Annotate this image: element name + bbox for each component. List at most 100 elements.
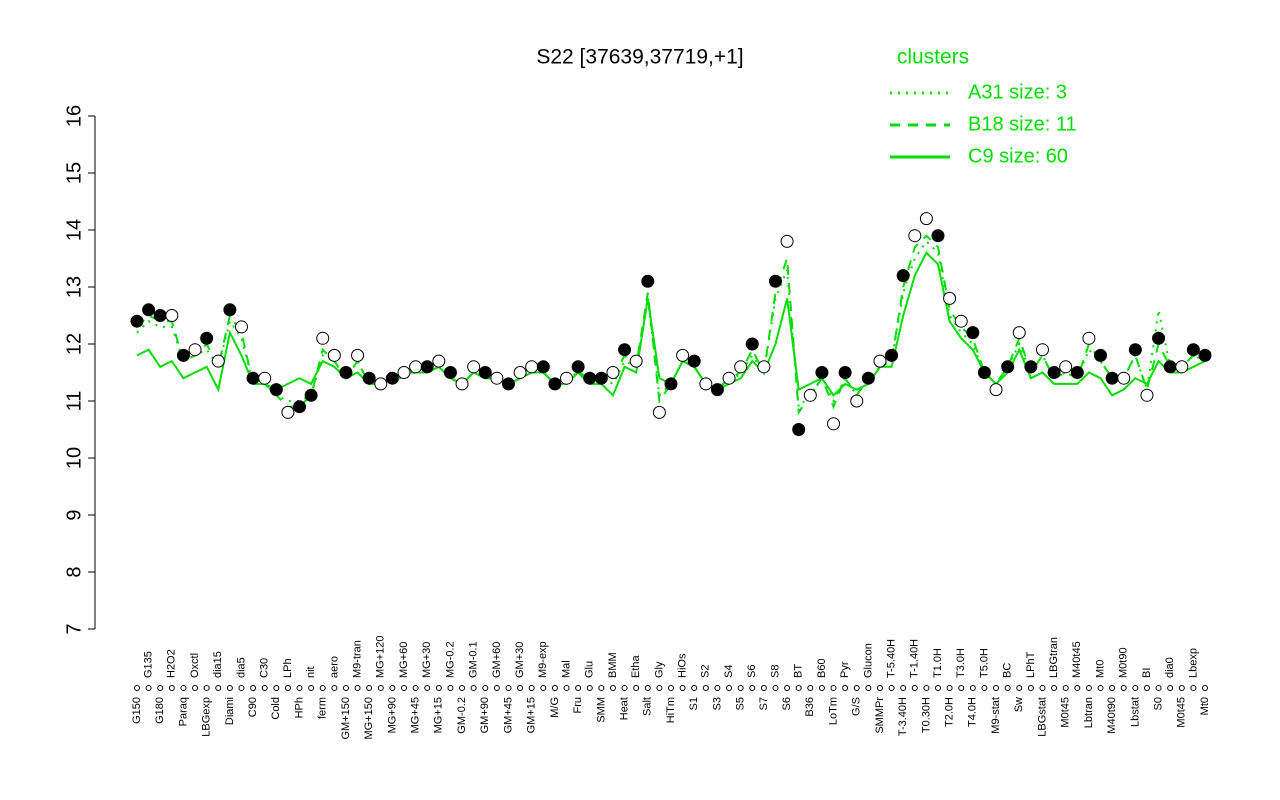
rug [911,685,918,691]
point [455,377,469,391]
point [1059,360,1073,374]
rug [760,685,767,691]
y-tick-label: 10 [63,447,85,469]
x-tick-label: G/S [851,697,863,716]
x-tick-label: MG+45 [410,697,422,733]
rug [958,685,965,691]
legend-label: A31 size: 3 [968,81,1067,103]
x-tick-label: Gly [653,661,665,678]
point [943,291,957,305]
x-tick-label: Salt [642,697,654,716]
rug [1097,685,1104,691]
rug [424,685,431,691]
rug [551,685,558,691]
point [397,366,411,379]
point [710,383,724,397]
rug [644,685,651,691]
legend-label: B18 size: 11 [968,113,1077,135]
x-tick-label: M0t45 [1060,697,1072,728]
rug [366,685,373,691]
rug [192,685,199,691]
point [931,229,945,243]
rug [1074,685,1081,691]
x-tick-label: S6 [781,697,793,710]
rug [412,685,419,691]
x-tick-label: M40t90 [1106,697,1118,734]
point [281,405,295,419]
point [142,303,156,317]
x-tick-label: SMMPr [874,697,886,734]
x-tick-label: Glucon [862,643,874,678]
rug [1085,685,1092,691]
x-tick-label: MG+15 [433,697,445,733]
x-tick-label: Mal [560,660,572,678]
x-tick-label: T-3.40H [897,697,909,736]
point [1070,366,1084,379]
x-tick-label: T0.30H [920,697,932,733]
x-tick-label: dia0 [1164,657,1176,678]
point [815,366,829,379]
point [316,331,330,345]
point [490,371,504,385]
rug [923,685,930,691]
rug [876,685,883,691]
point [385,371,399,385]
x-tick-label: Mt0 [1199,697,1211,715]
point [722,371,736,385]
rug [354,685,361,691]
point [478,366,492,379]
x-tick-label: GM+45 [502,697,514,733]
x-tick-label: GM+60 [491,642,503,678]
point [1047,366,1061,379]
point [908,229,922,243]
rug [1120,685,1127,691]
rug [435,685,442,691]
rug [807,685,814,691]
point [200,331,214,345]
x-tick-label: MG-0.2 [444,641,456,678]
x-tick-label: HiOs [677,653,689,678]
x-tick-label: GM+15 [526,697,538,733]
rug [180,685,187,691]
rug [888,685,895,691]
x-tick-label: M40t45 [1071,641,1083,678]
rug [1155,685,1162,691]
x-tick-label: M9-tran [351,640,363,678]
rug [459,685,466,691]
rug [679,685,686,691]
point [827,417,841,431]
legend-label: C9 size: 60 [968,145,1068,167]
rug [1109,685,1116,691]
point [803,388,817,402]
rug [981,685,988,691]
rug [784,685,791,691]
rug [1027,685,1034,691]
rug [1132,685,1139,691]
x-tick-label: G150 [131,697,143,724]
point [792,423,806,436]
rug [830,685,837,691]
point [513,366,527,379]
point [699,377,713,391]
x-tick-label: S3 [711,697,723,710]
point [676,348,690,362]
y-tick-label: 7 [63,623,85,634]
rug [609,685,616,691]
rug [900,685,907,691]
x-tick-label: GM+30 [514,642,526,678]
point [1152,331,1166,345]
rug [203,685,210,691]
x-tick-label: Diami [224,697,236,725]
x-tick-label: S8 [769,665,781,678]
y-tick-label: 16 [63,105,85,127]
x-tick-label: MG+90 [386,697,398,733]
rug [284,685,291,691]
point [966,326,980,340]
x-tick-label: C30 [259,658,271,678]
point [873,354,887,368]
point [1117,371,1131,385]
rug [1016,685,1023,691]
x-tick-label: Glu [584,661,596,678]
x-tick-label: GM-0.2 [456,697,468,734]
point [1186,343,1200,357]
